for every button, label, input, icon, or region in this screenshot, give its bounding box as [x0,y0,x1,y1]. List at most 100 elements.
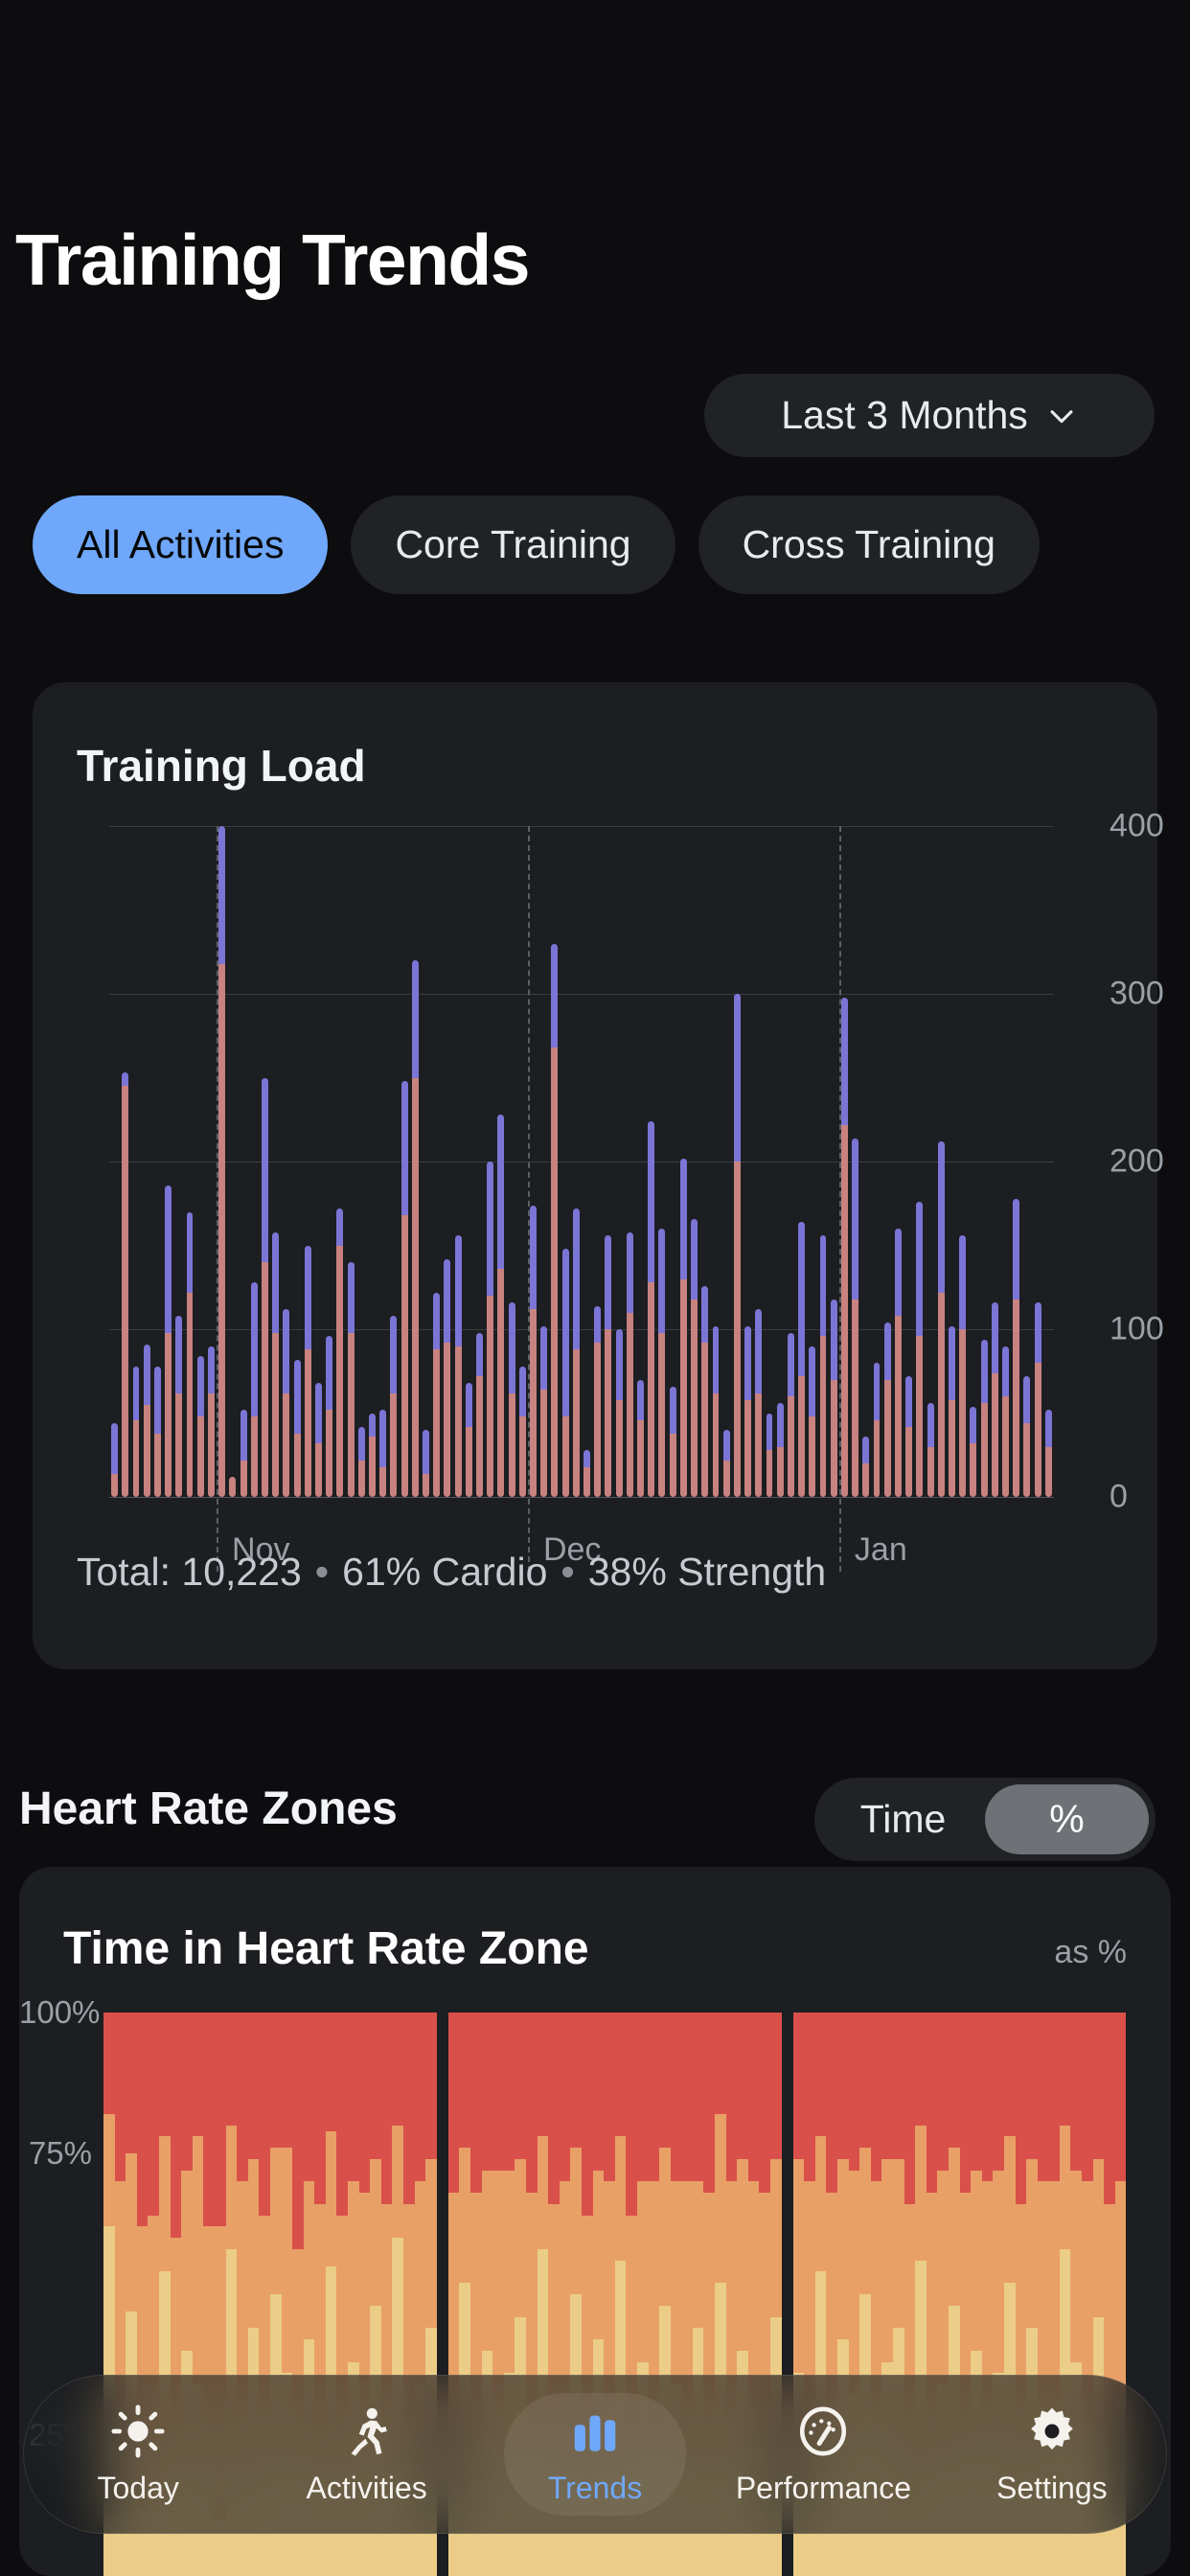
hr-unit-toggle[interactable]: Time % [814,1778,1156,1861]
bar-column[interactable] [571,826,582,1497]
bar-column[interactable] [968,826,978,1497]
tab-settings[interactable]: Settings [938,2376,1166,2533]
chip-cross-training[interactable]: Cross Training [698,495,1040,594]
bar-column[interactable] [163,826,173,1497]
bar-column[interactable] [829,826,839,1497]
bar-column[interactable] [904,826,914,1497]
bar-column[interactable] [1000,826,1011,1497]
training-load-chart[interactable]: 0 100 200 300 400 Nov Dec Jan [77,808,1164,1572]
bar-column[interactable] [1043,826,1054,1497]
bar-column[interactable] [217,826,227,1497]
bar-column[interactable] [850,826,860,1497]
tab-trends[interactable]: Trends [481,2376,709,2533]
bar-column[interactable] [378,826,388,1497]
bar-column[interactable] [464,826,474,1497]
tab-performance[interactable]: Performance [709,2376,937,2533]
bar-column[interactable] [871,826,881,1497]
hr-bar-column[interactable] [214,2012,226,2576]
toggle-option-time[interactable]: Time [859,1797,947,1841]
bar-column[interactable] [142,826,152,1497]
bar-column[interactable] [882,826,893,1497]
bar-column[interactable] [485,826,495,1497]
bar-column[interactable] [1021,826,1032,1497]
bar-column[interactable] [753,826,764,1497]
bar-column[interactable] [367,826,378,1497]
bar-column[interactable] [442,826,452,1497]
tab-today[interactable]: Today [24,2376,252,2533]
bar-column[interactable] [957,826,968,1497]
tab-activities[interactable]: Activities [252,2376,480,2533]
bar-column[interactable] [130,826,141,1497]
bar-column[interactable] [561,826,571,1497]
bar-column[interactable] [656,826,667,1497]
bar-column[interactable] [313,826,324,1497]
hr-bar-column[interactable] [581,2012,593,2576]
bar-column[interactable] [839,826,850,1497]
bar-column[interactable] [345,826,355,1497]
bar-column[interactable] [699,826,710,1497]
bar-column[interactable] [689,826,699,1497]
bar-column[interactable] [109,826,120,1497]
bar-column[interactable] [635,826,646,1497]
bar-column[interactable] [732,826,743,1497]
bar-column[interactable] [324,826,334,1497]
bar-column[interactable] [538,826,549,1497]
bar-column[interactable] [1032,826,1042,1497]
bar-column[interactable] [173,826,184,1497]
bar-column[interactable] [528,826,538,1497]
bar-column[interactable] [495,826,506,1497]
date-range-selector[interactable]: Last 3 Months [704,374,1155,457]
bar-column[interactable] [334,826,345,1497]
bar-column[interactable] [893,826,904,1497]
bar-column[interactable] [1011,826,1021,1497]
bar-column[interactable] [582,826,592,1497]
bar-column[interactable] [152,826,163,1497]
bar-column[interactable] [978,826,989,1497]
chip-all-activities[interactable]: All Activities [33,495,329,594]
bar-column[interactable] [206,826,217,1497]
bottom-tab-bar[interactable]: Today Activities Trends [23,2375,1167,2534]
bar-column[interactable] [592,826,603,1497]
bar-column[interactable] [474,826,485,1497]
bar-column[interactable] [549,826,560,1497]
bar-column[interactable] [925,826,935,1497]
bar-column[interactable] [668,826,678,1497]
bar-column[interactable] [238,826,248,1497]
bar-column[interactable] [721,826,732,1497]
bar-column[interactable] [356,826,367,1497]
bar-column[interactable] [270,826,281,1497]
bar-column[interactable] [399,826,409,1497]
bar-column[interactable] [431,826,442,1497]
bar-column[interactable] [817,826,828,1497]
bar-column[interactable] [710,826,721,1497]
bar-column[interactable] [678,826,689,1497]
bar-column[interactable] [936,826,947,1497]
bar-column[interactable] [260,826,270,1497]
bar-column[interactable] [786,826,796,1497]
bar-column[interactable] [421,826,431,1497]
bar-column[interactable] [227,826,238,1497]
bar-column[interactable] [517,826,528,1497]
toggle-option-percent[interactable]: % [985,1784,1149,1854]
bar-column[interactable] [947,826,957,1497]
bar-column[interactable] [646,826,656,1497]
bar-column[interactable] [860,826,871,1497]
bar-column[interactable] [249,826,260,1497]
bar-column[interactable] [507,826,517,1497]
bar-column[interactable] [195,826,206,1497]
bar-column[interactable] [614,826,625,1497]
activity-filter-chips[interactable]: All Activities Core Training Cross Train… [0,495,1190,610]
hr-bar-column[interactable] [904,2012,916,2576]
bar-column[interactable] [807,826,817,1497]
bar-column[interactable] [775,826,786,1497]
chip-core-training[interactable]: Core Training [351,495,675,594]
bar-column[interactable] [120,826,130,1497]
bar-column[interactable] [184,826,195,1497]
hr-bar-column[interactable] [136,2012,149,2576]
bar-column[interactable] [303,826,313,1497]
bar-column[interactable] [914,826,925,1497]
bar-column[interactable] [453,826,464,1497]
bar-column[interactable] [291,826,302,1497]
bar-column[interactable] [743,826,753,1497]
bar-column[interactable] [281,826,291,1497]
